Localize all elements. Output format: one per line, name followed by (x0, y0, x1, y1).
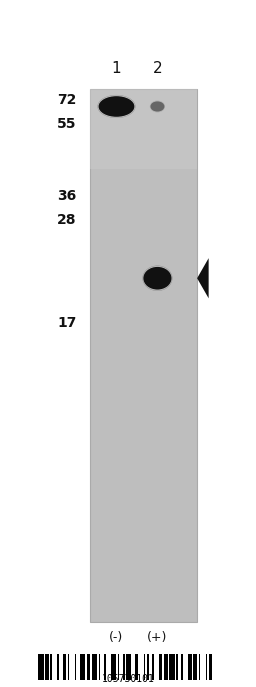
Bar (80, 654, 85, 680)
Bar (135, 654, 138, 680)
Bar (68, 654, 69, 680)
Bar (164, 654, 168, 680)
Bar (194, 654, 197, 680)
Text: 36: 36 (58, 189, 77, 203)
Text: (+): (+) (147, 631, 168, 644)
Text: 1: 1 (112, 61, 121, 76)
Bar (144, 654, 145, 680)
Ellipse shape (150, 101, 164, 111)
Bar (45, 654, 49, 680)
Bar (152, 654, 154, 680)
Polygon shape (197, 258, 209, 298)
Bar (99, 654, 100, 680)
Text: 28: 28 (57, 213, 77, 227)
Bar (57, 654, 59, 680)
Bar (104, 654, 105, 680)
Bar (199, 654, 200, 680)
Bar (87, 654, 90, 680)
Bar (90, 89, 197, 169)
Bar (92, 654, 97, 680)
Bar (206, 654, 207, 680)
Bar (38, 654, 44, 680)
Bar (169, 654, 175, 680)
Bar (50, 654, 52, 680)
Bar (188, 654, 192, 680)
Text: 105730101: 105730101 (102, 673, 154, 684)
Bar (74, 654, 76, 680)
Text: 17: 17 (57, 316, 77, 330)
Bar (118, 654, 119, 680)
Bar (209, 654, 212, 680)
Bar (182, 654, 183, 680)
Bar (90, 89, 197, 622)
Text: (-): (-) (109, 631, 124, 644)
Text: 2: 2 (153, 61, 162, 76)
Bar (123, 654, 125, 680)
Bar (176, 654, 178, 680)
Bar (62, 654, 66, 680)
Ellipse shape (143, 267, 172, 290)
Text: 55: 55 (57, 117, 77, 131)
Bar (111, 654, 116, 680)
Bar (159, 654, 163, 680)
Ellipse shape (99, 96, 134, 117)
Bar (147, 654, 149, 680)
Text: 72: 72 (57, 93, 77, 106)
Bar (126, 654, 131, 680)
